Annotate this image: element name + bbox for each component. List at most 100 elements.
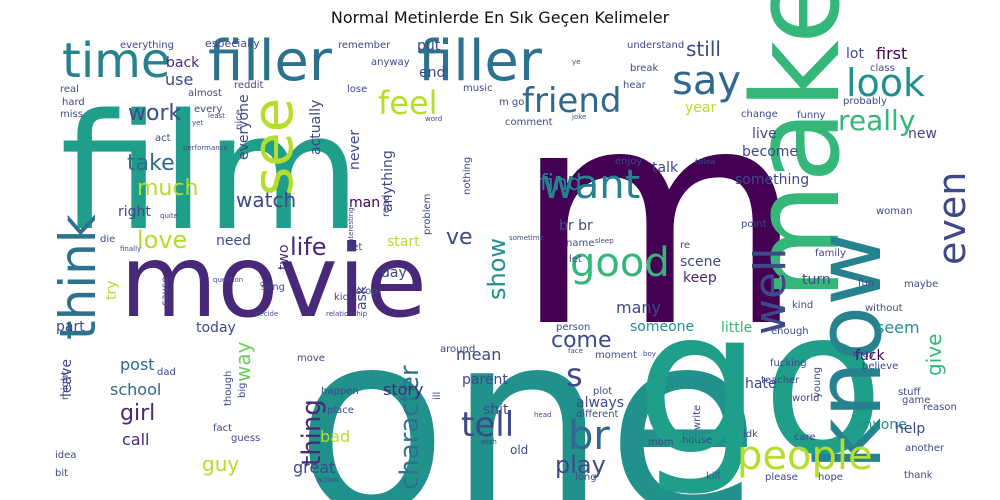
word-take: take [127, 151, 175, 176]
word-something: something [735, 172, 809, 188]
word-reason: reason [923, 402, 957, 413]
word-follow: follow [695, 158, 716, 166]
word-interesting: interesting [347, 207, 355, 245]
word-film: film [60, 79, 361, 266]
word-happen: happen [321, 386, 359, 397]
word-look: look [846, 61, 925, 105]
word-family: family [815, 248, 846, 259]
word-relationship: relationship [326, 310, 368, 318]
word-probably: probably [843, 96, 887, 107]
word-talk: talk [652, 160, 679, 176]
word-dad: dad [157, 367, 176, 378]
word-another: another [905, 443, 945, 454]
word-even: even [930, 172, 974, 265]
word-maybe: maybe [904, 279, 938, 290]
word-kid: kid [334, 292, 349, 303]
word-die: die [100, 234, 115, 245]
word-fun: fun [858, 278, 874, 289]
word-life: life [290, 233, 327, 261]
word-new: new [908, 126, 937, 142]
word-come: come [551, 328, 612, 353]
word-leave: leave [59, 359, 75, 397]
word-point: point [741, 219, 767, 230]
word-quite: quite [160, 212, 178, 220]
word-use: use [165, 70, 193, 89]
word-every: every [194, 104, 222, 115]
word-never: never [347, 130, 363, 170]
word-different: different [576, 409, 619, 420]
word-time: time [62, 33, 170, 89]
word-everyone: everyone [236, 94, 252, 160]
word-old: old [510, 443, 528, 457]
word-problem: problem [422, 194, 433, 235]
word-boy: boy [643, 350, 656, 358]
word-turn: turn [802, 272, 831, 288]
word-become: become [742, 144, 798, 160]
word-seem: seem [876, 318, 920, 337]
word-make: make [728, 0, 867, 300]
word-music: music [463, 83, 493, 94]
word-idk: idk [743, 429, 758, 440]
word-yet: yet [192, 119, 203, 127]
word-understand: understand [627, 40, 684, 51]
word-thing: thing [297, 399, 327, 466]
word-hard: hard [62, 97, 85, 108]
word-break: break [630, 63, 659, 74]
word-post: post [120, 355, 155, 374]
word-anyone: anyone [855, 417, 907, 433]
word-show: show [483, 238, 511, 300]
word-may: may [853, 349, 875, 360]
word-hate: hate [745, 376, 777, 392]
word-ve: ve [446, 225, 473, 250]
word-shit: shit [483, 402, 509, 418]
word-question: question [213, 276, 243, 284]
word-decide: decide [255, 310, 278, 318]
word-go: go [635, 267, 884, 500]
word-action: action [317, 476, 339, 484]
word-fucking: fucking [770, 358, 807, 369]
word-guy: guy [202, 452, 239, 476]
word-think: think [49, 214, 107, 340]
chart-title: Normal Metinlerde En Sık Geçen Kelimeler [330, 8, 670, 27]
word-act: act [155, 133, 171, 144]
word-performance: performance [183, 144, 228, 152]
word-person: person [556, 322, 590, 333]
word-school: school [110, 380, 161, 399]
word-see: see [241, 98, 306, 196]
word-much: much [137, 176, 198, 201]
word-write: write [692, 405, 703, 430]
word-love: love [137, 226, 187, 254]
word-funny: funny [797, 110, 826, 121]
word-day: day [381, 265, 407, 281]
word-feel: feel [378, 84, 438, 122]
word-little: little [721, 320, 752, 336]
word-ill: ill [432, 392, 443, 400]
word-word: word [425, 115, 442, 123]
word-live: live [752, 126, 777, 142]
word-thank: thank [904, 470, 933, 481]
word-bit: bit [55, 468, 68, 479]
word-part: part [56, 319, 85, 335]
word-big: big [237, 383, 248, 398]
word-call: call [122, 430, 150, 449]
word-song: song [261, 282, 285, 293]
word-m: m [513, 44, 805, 393]
word-work: work [128, 101, 181, 126]
word-d: d [260, 280, 264, 288]
word-mom: mom [648, 437, 674, 448]
word-tell: tell [461, 405, 514, 445]
word-friend: friend [522, 81, 621, 121]
word-good: good [570, 240, 670, 286]
word-mean: mean [456, 345, 501, 364]
word-enough: enough [771, 326, 809, 337]
word-br: br [568, 413, 610, 459]
word-back: back [166, 55, 200, 71]
word-know: know [797, 232, 902, 470]
word-someone: someone [630, 319, 694, 335]
word-re: re [680, 240, 690, 251]
word-help: help [895, 421, 925, 437]
word-say: say [672, 58, 741, 104]
word-filler: filler [418, 29, 543, 94]
word-great: great [293, 458, 335, 477]
